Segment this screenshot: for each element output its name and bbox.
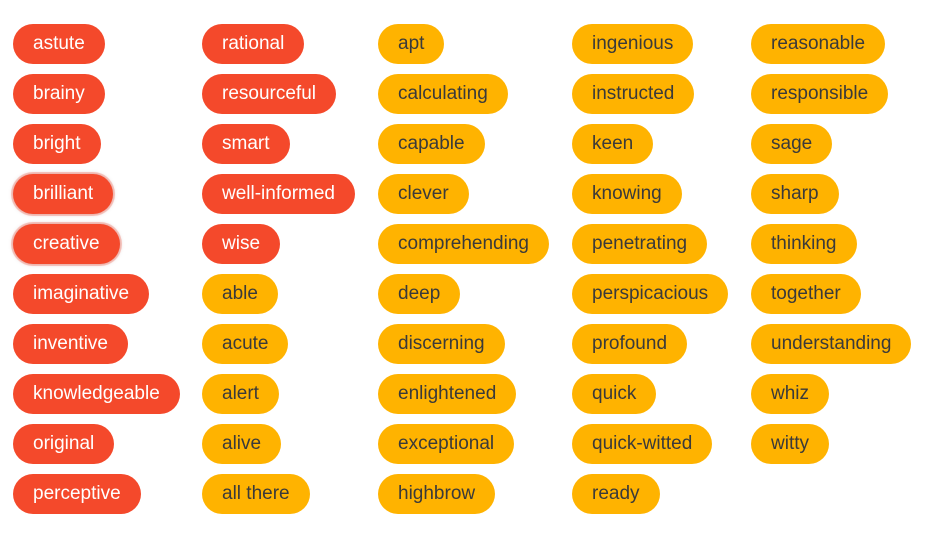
synonym-tag[interactable]: penetrating: [572, 224, 708, 264]
synonym-tag[interactable]: knowledgeable: [13, 374, 180, 414]
synonym-tag[interactable]: well-informed: [202, 174, 355, 214]
synonym-tag[interactable]: capable: [378, 124, 485, 164]
synonym-tag[interactable]: perspicacious: [572, 274, 729, 314]
synonym-tag[interactable]: highbrow: [378, 474, 496, 514]
synonym-tag[interactable]: brilliant: [13, 174, 114, 214]
synonym-tag[interactable]: deep: [378, 274, 461, 314]
synonym-tag[interactable]: knowing: [572, 174, 682, 214]
tag-column-1: astute brainy bright brilliant creative …: [13, 24, 180, 524]
synonym-tag[interactable]: bright: [13, 124, 101, 164]
synonym-tag[interactable]: reasonable: [751, 24, 886, 64]
synonym-tag[interactable]: sage: [751, 124, 833, 164]
synonym-tag[interactable]: witty: [751, 424, 829, 464]
tag-column-2: rational resourceful smart well-informed…: [202, 24, 355, 524]
synonym-tag[interactable]: all there: [202, 474, 310, 514]
synonym-tag[interactable]: wise: [202, 224, 281, 264]
synonym-tag[interactable]: ingenious: [572, 24, 694, 64]
synonym-tag[interactable]: keen: [572, 124, 654, 164]
synonym-tag[interactable]: ready: [572, 474, 660, 514]
synonym-tag[interactable]: clever: [378, 174, 469, 214]
synonym-tag[interactable]: whiz: [751, 374, 830, 414]
synonym-tag[interactable]: quick: [572, 374, 657, 414]
synonym-tag[interactable]: perceptive: [13, 474, 141, 514]
synonym-tag[interactable]: apt: [378, 24, 445, 64]
synonym-tag[interactable]: original: [13, 424, 115, 464]
synonym-tag[interactable]: brainy: [13, 74, 105, 114]
synonym-tag[interactable]: smart: [202, 124, 290, 164]
synonym-tag[interactable]: understanding: [751, 324, 912, 364]
synonym-tag[interactable]: rational: [202, 24, 305, 64]
synonym-tag[interactable]: acute: [202, 324, 289, 364]
synonym-tag[interactable]: profound: [572, 324, 688, 364]
tag-column-5: reasonable responsible sage sharp thinki…: [751, 24, 912, 474]
synonym-tag[interactable]: calculating: [378, 74, 508, 114]
synonym-tag[interactable]: creative: [13, 224, 120, 264]
synonym-tag[interactable]: exceptional: [378, 424, 515, 464]
synonym-tag[interactable]: discerning: [378, 324, 505, 364]
synonym-tag[interactable]: sharp: [751, 174, 839, 214]
synonym-tag[interactable]: quick-witted: [572, 424, 713, 464]
synonym-tag[interactable]: alive: [202, 424, 282, 464]
synonym-tag[interactable]: able: [202, 274, 278, 314]
tag-column-3: apt calculating capable clever comprehen…: [378, 24, 549, 524]
synonym-tag[interactable]: thinking: [751, 224, 857, 264]
synonym-tag[interactable]: responsible: [751, 74, 889, 114]
synonym-tag[interactable]: astute: [13, 24, 105, 64]
synonym-tag[interactable]: inventive: [13, 324, 128, 364]
synonym-tag[interactable]: enlightened: [378, 374, 517, 414]
tag-column-4: ingenious instructed keen knowing penetr…: [572, 24, 729, 524]
synonym-tag[interactable]: instructed: [572, 74, 695, 114]
synonym-tag[interactable]: comprehending: [378, 224, 549, 264]
synonym-tag[interactable]: alert: [202, 374, 279, 414]
synonym-tag[interactable]: resourceful: [202, 74, 336, 114]
synonym-tag[interactable]: imaginative: [13, 274, 150, 314]
synonym-tag[interactable]: together: [751, 274, 861, 314]
